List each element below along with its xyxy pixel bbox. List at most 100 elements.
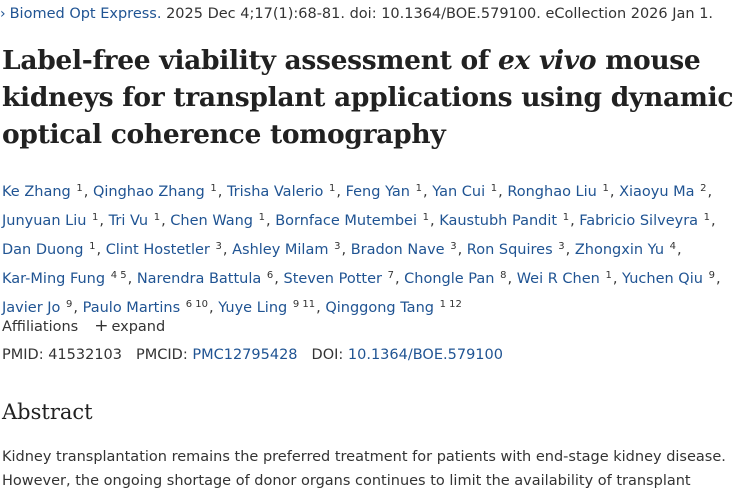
author-link[interactable]: Fabricio Silveyra 1, (579, 212, 716, 229)
author-affiliation-number[interactable]: 4 (669, 241, 677, 252)
author-affiliation-number[interactable]: 3 (558, 241, 565, 252)
author-affiliation-number[interactable]: 1 (490, 183, 498, 194)
author-affiliation-number[interactable]: 3 (450, 241, 457, 252)
expand-affiliations-button[interactable]: expand (111, 319, 166, 335)
author-affiliation-number[interactable]: 1 12 (439, 299, 462, 310)
author-affiliation-number[interactable]: 4 5 (110, 270, 127, 281)
author-name[interactable]: Kar-Ming Fung (2, 271, 106, 287)
author-link[interactable]: Yuchen Qiu 9, (622, 270, 721, 287)
author-link[interactable]: Yuye Ling 9 11, (218, 299, 321, 316)
author-link[interactable]: Chen Wang 1, (170, 212, 271, 229)
author-name[interactable]: Feng Yan (345, 184, 411, 200)
author-link[interactable]: Clint Hostetler 3, (105, 241, 228, 258)
author-link[interactable]: Wei R Chen 1, (516, 270, 618, 287)
author-link[interactable]: Javier Jo 9, (2, 299, 79, 316)
author-link[interactable]: Kar-Ming Fung 4 5, (2, 270, 133, 287)
author-name[interactable]: Yuchen Qiu (622, 271, 703, 287)
abstract-heading: Abstract (2, 400, 93, 424)
author-link[interactable]: Ashley Milam 3, (232, 241, 347, 258)
affiliations-row: Affiliations + expand (2, 316, 165, 337)
author-link[interactable]: Qinggong Tang 1 12 (325, 299, 463, 316)
author-affiliation-number[interactable]: 1 (329, 183, 336, 194)
author-affiliation-number[interactable]: 1 (422, 212, 429, 223)
author-affiliation-number[interactable]: 6 (266, 270, 274, 281)
author-link[interactable]: Ronghao Liu 1, (507, 183, 615, 200)
author-name[interactable]: Paulo Martins (82, 300, 181, 316)
author-affiliation-number[interactable]: 8 (500, 270, 507, 281)
author-name[interactable]: Xiaoyu Ma (619, 184, 695, 200)
author-name[interactable]: Ron Squires (466, 242, 553, 258)
author-name[interactable]: Zhongxin Yu (574, 242, 665, 258)
author-link[interactable]: Qinghao Zhang 1, (92, 183, 223, 200)
author-link[interactable]: Narendra Battula 6, (136, 270, 279, 287)
author-name[interactable]: Bornface Mutembei (275, 213, 418, 229)
author-name[interactable]: Dan Duong (2, 242, 84, 258)
author-link[interactable]: Ke Zhang 1, (2, 183, 89, 200)
author-link[interactable]: Tri Vu 1, (108, 212, 166, 229)
author-name[interactable]: Ashley Milam (232, 242, 329, 258)
author-name[interactable]: Javier Jo (2, 300, 61, 316)
author-name[interactable]: Steven Potter (283, 271, 382, 287)
author-link[interactable]: Bornface Mutembei 1, (275, 212, 435, 229)
author-link[interactable]: Kaustubh Pandit 1, (439, 212, 575, 229)
author-link[interactable]: Steven Potter 7, (283, 270, 400, 287)
author-link[interactable]: Xiaoyu Ma 2, (619, 183, 713, 200)
author-affiliation-number[interactable]: 1 (703, 212, 711, 223)
author-name[interactable]: Ke Zhang (2, 184, 71, 200)
author-affiliation-number[interactable]: 2 (700, 183, 707, 194)
author-link[interactable]: Bradon Nave 3, (350, 241, 463, 258)
author-name[interactable]: Trisha Valerio (226, 184, 324, 200)
author-affiliation-number[interactable]: 3 (215, 241, 222, 252)
author-link[interactable]: Zhongxin Yu 4, (574, 241, 682, 258)
author-link[interactable]: Chongle Pan 8, (404, 270, 513, 287)
author-link[interactable]: Ron Squires 3, (466, 241, 571, 258)
author-name[interactable]: Qinggong Tang (325, 300, 434, 316)
author-name[interactable]: Tri Vu (108, 213, 149, 229)
author-affiliation-number[interactable]: 1 (92, 212, 99, 223)
author-name[interactable]: Yan Cui (432, 184, 486, 200)
author-affiliation-number[interactable]: 1 (76, 183, 83, 194)
author-name[interactable]: Chen Wang (170, 213, 254, 229)
author-link[interactable]: Dan Duong 1, (2, 241, 102, 258)
author-affiliation-number[interactable]: 3 (334, 241, 341, 252)
author-name[interactable]: Narendra Battula (136, 271, 262, 287)
author-affiliation-number[interactable]: 1 (210, 183, 217, 194)
author-affiliation-number[interactable]: 9 11 (292, 299, 316, 310)
author-link[interactable]: Feng Yan 1, (345, 183, 428, 200)
author-affiliation-number[interactable]: 1 (602, 183, 609, 194)
citation-details: 2025 Dec 4;17(1):68-81. doi: 10.1364/BOE… (166, 6, 714, 22)
author-affiliation-number[interactable]: 1 (89, 241, 96, 252)
author-name[interactable]: Yuye Ling (218, 300, 288, 316)
author-affiliation-number[interactable]: 1 (415, 183, 422, 194)
author-name[interactable]: Kaustubh Pandit (439, 213, 558, 229)
author-affiliation-number[interactable]: 1 (562, 212, 570, 223)
author-affiliation-number[interactable]: 7 (387, 270, 394, 281)
author-affiliation-number[interactable]: 1 (153, 212, 161, 223)
author-name[interactable]: Ronghao Liu (507, 184, 597, 200)
pmcid-link[interactable]: PMC12795428 (192, 347, 298, 363)
author-name[interactable]: Chongle Pan (404, 271, 495, 287)
pmcid-label: PMCID: (136, 347, 188, 363)
author-name[interactable]: Wei R Chen (516, 271, 600, 287)
author-link[interactable]: Paulo Martins 6 10, (82, 299, 214, 316)
author-affiliation-number[interactable]: 9 (708, 270, 715, 281)
pmid-value: 41532103 (48, 347, 123, 363)
author-link[interactable]: Trisha Valerio 1, (226, 183, 341, 200)
author-name[interactable]: Fabricio Silveyra (579, 213, 699, 229)
author-link[interactable]: Yan Cui 1, (432, 183, 503, 200)
identifiers-row: PMID: 41532103 PMCID: PMC12795428 DOI: 10.… (2, 345, 503, 365)
author-link[interactable]: Junyuan Liu 1, (2, 212, 105, 229)
author-affiliation-number[interactable]: 1 (605, 270, 612, 281)
title-italic: ex vivo (497, 45, 597, 76)
author-name[interactable]: Qinghao Zhang (92, 184, 205, 200)
article-title: Label-free viability assessment of ex vi… (2, 42, 742, 153)
author-affiliation-number[interactable]: 6 10 (185, 299, 208, 310)
author-affiliation-number[interactable]: 9 (66, 299, 73, 310)
author-name[interactable]: Junyuan Liu (2, 213, 87, 229)
plus-icon[interactable]: + (94, 316, 109, 336)
author-name[interactable]: Clint Hostetler (105, 242, 210, 258)
doi-link[interactable]: 10.1364/BOE.579100 (347, 347, 503, 363)
author-name[interactable]: Bradon Nave (350, 242, 445, 258)
journal-link[interactable]: Biomed Opt Express. (9, 6, 162, 22)
author-affiliation-number[interactable]: 1 (258, 212, 265, 223)
